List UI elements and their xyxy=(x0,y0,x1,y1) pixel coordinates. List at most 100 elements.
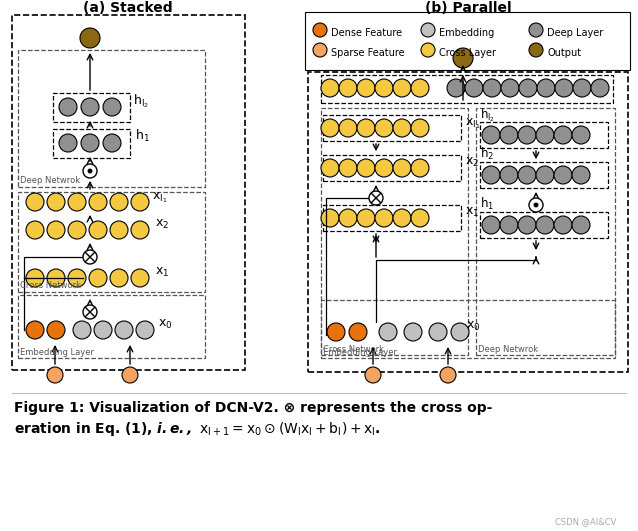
Circle shape xyxy=(47,367,63,383)
Circle shape xyxy=(115,321,133,339)
Text: Embedding Layer: Embedding Layer xyxy=(323,348,397,357)
Circle shape xyxy=(339,209,357,227)
Circle shape xyxy=(534,203,538,207)
Circle shape xyxy=(393,209,411,227)
Circle shape xyxy=(357,159,375,177)
Circle shape xyxy=(26,321,44,339)
Circle shape xyxy=(393,79,411,97)
Circle shape xyxy=(411,119,429,137)
Circle shape xyxy=(59,134,77,152)
Circle shape xyxy=(89,193,107,211)
Bar xyxy=(53,93,130,122)
Circle shape xyxy=(94,321,112,339)
Circle shape xyxy=(537,79,555,97)
Text: (b) Parallel: (b) Parallel xyxy=(425,1,511,15)
Circle shape xyxy=(375,159,393,177)
Bar xyxy=(305,12,630,70)
Circle shape xyxy=(482,126,500,144)
Text: $\mathrm{x_0}$: $\mathrm{x_0}$ xyxy=(466,320,480,333)
Circle shape xyxy=(554,166,572,184)
Bar xyxy=(323,115,461,141)
Circle shape xyxy=(440,367,456,383)
Circle shape xyxy=(357,119,375,137)
Text: Deep Netwrok: Deep Netwrok xyxy=(20,176,80,185)
Bar xyxy=(480,122,608,148)
Circle shape xyxy=(572,166,590,184)
Text: CSDN @AI&CV: CSDN @AI&CV xyxy=(555,517,616,526)
Text: $\mathrm{h_{l_2}}$: $\mathrm{h_{l_2}}$ xyxy=(133,92,149,109)
Circle shape xyxy=(321,79,339,97)
Circle shape xyxy=(483,79,501,97)
Circle shape xyxy=(131,193,149,211)
Circle shape xyxy=(447,79,465,97)
Circle shape xyxy=(321,119,339,137)
Circle shape xyxy=(313,23,327,37)
Circle shape xyxy=(47,269,65,287)
Circle shape xyxy=(518,216,536,234)
Circle shape xyxy=(375,119,393,137)
Bar xyxy=(480,162,608,188)
Circle shape xyxy=(375,209,393,227)
Bar xyxy=(53,129,130,158)
Circle shape xyxy=(339,119,357,137)
Circle shape xyxy=(573,79,591,97)
Circle shape xyxy=(26,193,44,211)
Circle shape xyxy=(375,79,393,97)
Text: $\mathrm{x_0}$: $\mathrm{x_0}$ xyxy=(158,318,172,331)
Circle shape xyxy=(421,43,435,57)
Circle shape xyxy=(136,321,154,339)
Circle shape xyxy=(357,209,375,227)
Circle shape xyxy=(47,193,65,211)
Circle shape xyxy=(103,98,121,116)
Text: $\mathrm{x_2}$: $\mathrm{x_2}$ xyxy=(465,156,479,169)
Circle shape xyxy=(421,23,435,37)
Circle shape xyxy=(321,159,339,177)
Circle shape xyxy=(131,269,149,287)
Circle shape xyxy=(411,209,429,227)
Circle shape xyxy=(529,23,543,37)
Circle shape xyxy=(393,119,411,137)
Text: Sparse Feature: Sparse Feature xyxy=(331,48,404,58)
Circle shape xyxy=(379,323,397,341)
Circle shape xyxy=(357,79,375,97)
Circle shape xyxy=(313,43,327,57)
Circle shape xyxy=(369,191,383,205)
Circle shape xyxy=(88,169,92,173)
Circle shape xyxy=(339,159,357,177)
Circle shape xyxy=(59,98,77,116)
Circle shape xyxy=(321,209,339,227)
Circle shape xyxy=(453,48,473,68)
Circle shape xyxy=(89,269,107,287)
Circle shape xyxy=(83,305,97,319)
Text: Deep Netwrok: Deep Netwrok xyxy=(478,345,538,354)
Circle shape xyxy=(26,221,44,239)
Circle shape xyxy=(80,28,100,48)
Bar xyxy=(18,295,205,358)
Circle shape xyxy=(555,79,573,97)
Text: Cross Network: Cross Network xyxy=(323,345,384,354)
Bar xyxy=(12,15,245,370)
Circle shape xyxy=(554,216,572,234)
Circle shape xyxy=(411,79,429,97)
Text: $\mathrm{h_2}$: $\mathrm{h_2}$ xyxy=(480,146,494,162)
Circle shape xyxy=(68,193,86,211)
Text: $\mathrm{x_{l_1}}$: $\mathrm{x_{l_1}}$ xyxy=(465,116,480,131)
Circle shape xyxy=(26,269,44,287)
Text: $\mathrm{x_1}$: $\mathrm{x_1}$ xyxy=(155,266,169,279)
Circle shape xyxy=(529,198,543,212)
Text: Dense Feature: Dense Feature xyxy=(331,28,402,38)
Text: $\mathrm{x_1}$: $\mathrm{x_1}$ xyxy=(465,206,479,219)
Circle shape xyxy=(68,269,86,287)
Text: Deep Layer: Deep Layer xyxy=(547,28,604,38)
Circle shape xyxy=(83,164,97,178)
Circle shape xyxy=(81,98,99,116)
Bar xyxy=(18,192,205,292)
Circle shape xyxy=(349,323,367,341)
Circle shape xyxy=(411,159,429,177)
Text: Figure 1: Visualization of DCN-V2. ⊗ represents the cross op-: Figure 1: Visualization of DCN-V2. ⊗ rep… xyxy=(14,401,493,415)
Circle shape xyxy=(500,166,518,184)
Bar xyxy=(321,300,615,358)
Text: eration in Eq. (1), $\bfit{i.e.,}$ $\mathrm{x_{l+1} = x_0 \odot (W_l x_l + b_l) : eration in Eq. (1), $\bfit{i.e.,}$ $\mat… xyxy=(14,420,381,438)
Circle shape xyxy=(327,323,345,341)
Circle shape xyxy=(89,221,107,239)
